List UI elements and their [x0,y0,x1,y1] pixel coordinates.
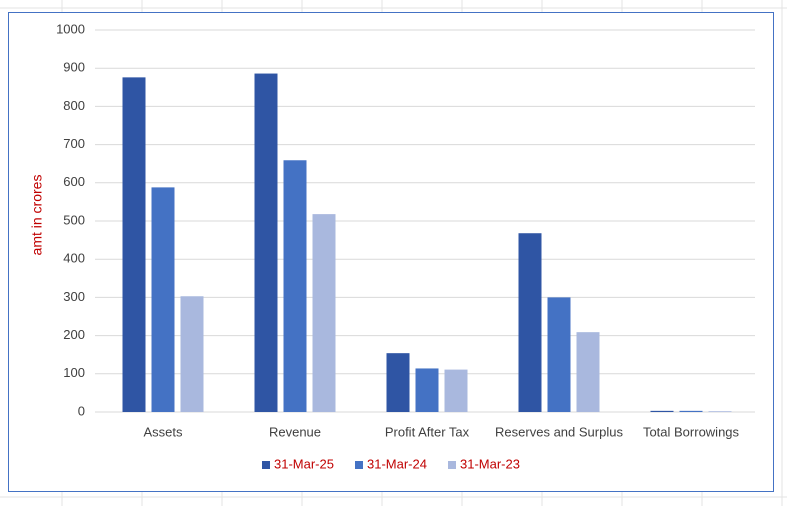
y-tick-label: 0 [78,403,85,418]
legend-swatch [355,461,363,469]
legend-swatch [262,461,270,469]
bar [122,77,146,413]
y-tick-label: 600 [63,174,85,189]
legend-swatch [448,461,456,469]
bar [151,187,175,412]
bar [254,73,278,412]
y-tick-label: 100 [63,365,85,380]
bar [312,214,336,412]
y-tick-label: 700 [63,136,85,151]
bar [415,368,439,412]
x-tick-label: Total Borrowings [643,424,740,439]
x-tick-label: Reserves and Surplus [495,424,623,439]
y-tick-label: 400 [63,251,85,266]
bar [518,233,542,412]
y-tick-label: 900 [63,60,85,75]
bar [444,369,468,412]
y-axis-label: amt in crores [29,175,45,256]
legend-label: 31-Mar-23 [460,456,520,471]
x-tick-label: Assets [143,424,183,439]
bar [576,332,600,412]
x-tick-label: Profit After Tax [385,424,470,439]
y-tick-label: 500 [63,212,85,227]
bar [679,410,703,412]
legend-label: 31-Mar-24 [367,456,427,471]
bar [708,411,732,412]
y-tick-label: 800 [63,98,85,113]
bar [386,353,410,412]
y-tick-label: 200 [63,327,85,342]
y-tick-label: 300 [63,289,85,304]
bar [283,160,307,412]
x-tick-label: Revenue [269,424,321,439]
bar [547,297,571,412]
bar [650,410,674,412]
y-tick-label: 1000 [56,21,85,36]
legend-label: 31-Mar-25 [274,456,334,471]
bar [180,296,204,412]
